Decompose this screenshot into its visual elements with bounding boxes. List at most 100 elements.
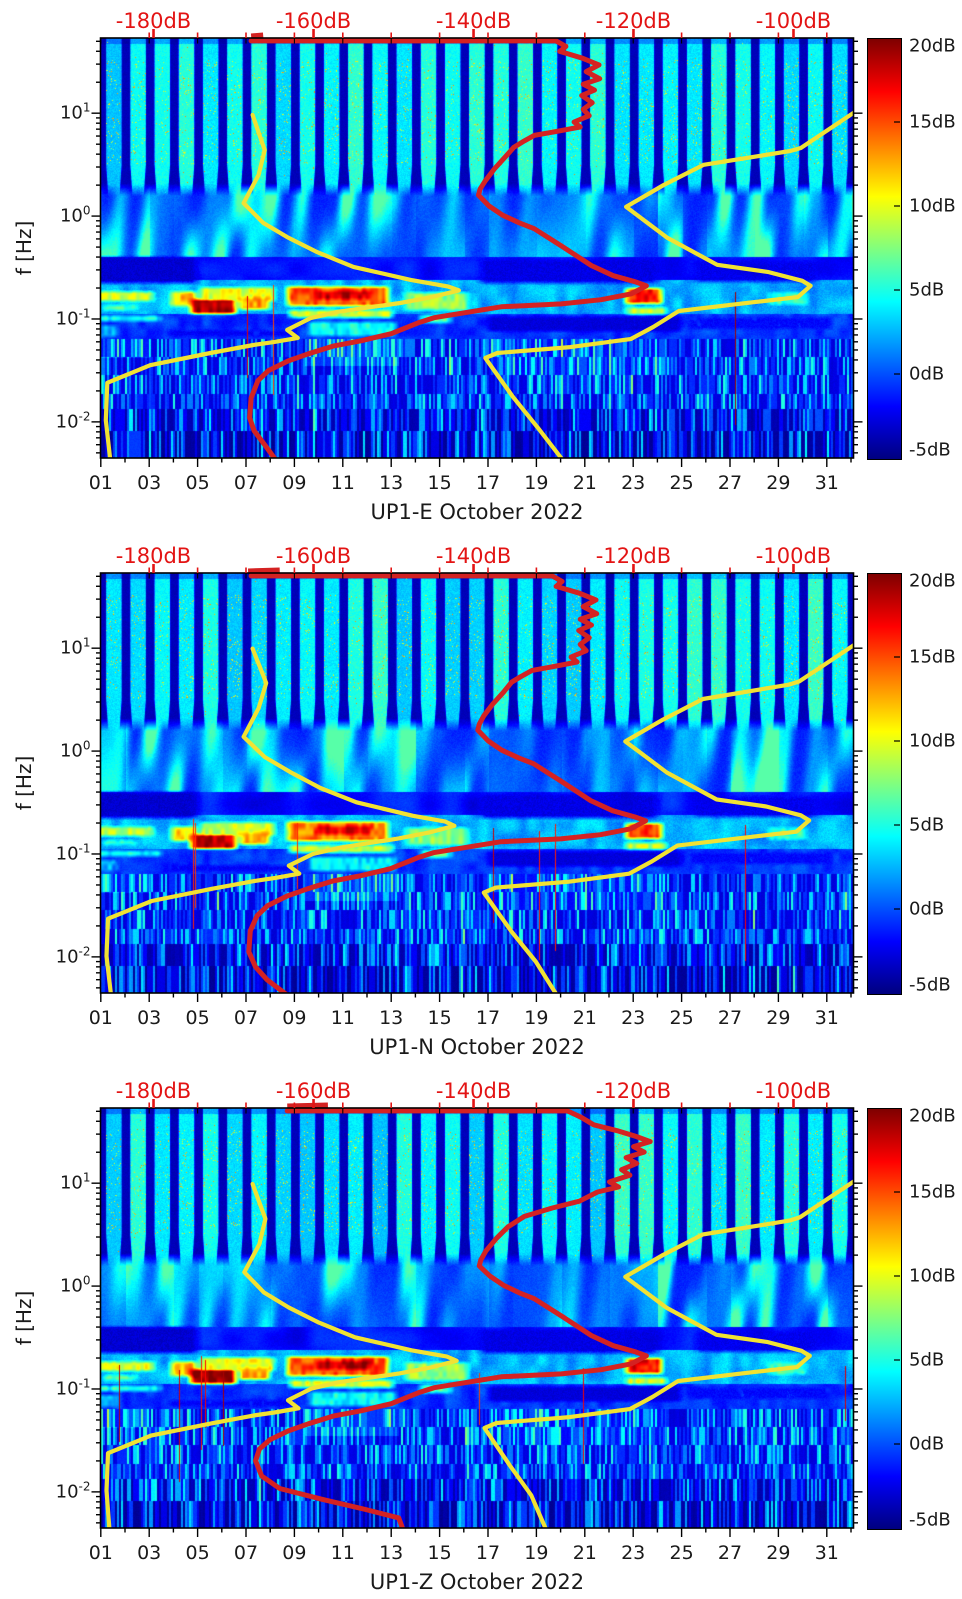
y-tick-exponent: 0 <box>82 203 91 218</box>
spectrogram-panel-up1-z: -180dB -160dB -140dB -120dB -100dB 101 100 10-1… <box>0 1070 962 1599</box>
y-tick-exponent: -1 <box>78 841 91 856</box>
colorbar-label: 15dB <box>909 111 956 133</box>
y-tick-exponent: -1 <box>78 306 91 321</box>
top-axis-db-label: -160dB <box>275 1079 352 1103</box>
x-tick-label: 07 <box>233 1542 259 1564</box>
top-axis-db-label: -120dB <box>595 544 672 568</box>
y-tick-exponent: 1 <box>82 100 91 115</box>
top-axis-db-label: -100dB <box>755 1079 832 1103</box>
x-tick-label: 03 <box>137 1007 162 1029</box>
y-tick-exponent: -2 <box>78 1479 91 1494</box>
top-axis-db-label: -120dB <box>595 1079 672 1103</box>
top-axis-db-label: -140dB <box>435 1079 512 1103</box>
colorbar-label: 15dB <box>909 1181 956 1203</box>
x-tick-label: 03 <box>137 1542 162 1564</box>
top-axis-db-label: -140dB <box>435 9 512 33</box>
y-tick-exponent: -2 <box>78 409 91 424</box>
x-tick-label: 19 <box>524 1542 549 1564</box>
y-axis-label: f [Hz] <box>12 755 36 811</box>
y-tick-exponent: -1 <box>78 1376 91 1391</box>
y-tick-base: 10 <box>55 843 79 865</box>
x-tick-label: 29 <box>766 472 791 494</box>
top-axis-db-label: -160dB <box>275 544 352 568</box>
y-tick-exponent: 1 <box>82 635 91 650</box>
colorbar-label: 20dB <box>909 1105 956 1127</box>
x-tick-label: 21 <box>572 472 597 494</box>
panel-title: UP1-Z October 2022 <box>369 1570 585 1594</box>
y-tick-exponent: 0 <box>82 1273 91 1288</box>
colorbar-label: 5dB <box>909 814 945 836</box>
x-tick-label: 05 <box>185 1542 210 1564</box>
colorbar-label: 10dB <box>909 730 956 752</box>
top-axis-db-label: -180dB <box>115 544 192 568</box>
x-tick-label: 05 <box>185 1007 210 1029</box>
x-tick-label: 31 <box>814 472 839 494</box>
x-tick-label: 31 <box>814 1542 839 1564</box>
psd-curve-red-bump <box>250 32 264 39</box>
spectrogram-panel-up1-n: -180dB -160dB -140dB -120dB -100dB 101 100 10-1… <box>0 535 962 1070</box>
x-tick-label: 15 <box>427 1542 452 1564</box>
y-tick-base: 10 <box>59 1275 83 1297</box>
y-tick-label: 101 <box>60 636 91 659</box>
y-tick-base: 10 <box>55 1481 79 1503</box>
y-tick-base: 10 <box>59 1172 83 1194</box>
spectrogram-canvas <box>100 38 854 458</box>
top-axis-db-label: -160dB <box>275 9 352 33</box>
y-tick-label: 10-1 <box>56 1377 91 1400</box>
top-axis-db-label: -100dB <box>755 9 832 33</box>
colorbar-label: 10dB <box>909 1265 956 1287</box>
x-tick-label: 29 <box>766 1542 791 1564</box>
x-tick-label: 15 <box>427 472 452 494</box>
x-tick-label: 13 <box>379 1542 404 1564</box>
colorbar-label: -5dB <box>909 1509 951 1531</box>
top-axis-db-label: -120dB <box>595 9 672 33</box>
y-tick-exponent: 1 <box>82 1170 91 1185</box>
x-tick-label: 21 <box>572 1542 597 1564</box>
y-tick-label: 10-2 <box>56 944 91 967</box>
colorbar-label: 15dB <box>909 646 956 668</box>
x-tick-label: 01 <box>88 1542 113 1564</box>
x-tick-label: 25 <box>669 472 694 494</box>
top-axis-db-label: -100dB <box>755 544 832 568</box>
y-tick-label: 10-2 <box>56 1479 91 1502</box>
x-tick-label: 23 <box>621 472 646 494</box>
psd-curve-red-bump <box>287 1102 328 1109</box>
x-tick-label: 15 <box>427 1007 452 1029</box>
y-tick-base: 10 <box>59 740 83 762</box>
x-tick-label: 27 <box>717 1007 743 1029</box>
top-axis-db-label: -180dB <box>115 1079 192 1103</box>
x-tick-label: 09 <box>282 1542 307 1564</box>
y-tick-base: 10 <box>59 637 83 659</box>
colorbar-label: 5dB <box>909 1349 945 1371</box>
colorbar <box>867 38 902 460</box>
x-tick-label: 31 <box>814 1007 839 1029</box>
y-tick-exponent: -2 <box>78 944 91 959</box>
x-tick-label: 29 <box>766 1007 791 1029</box>
x-tick-label: 11 <box>330 1542 355 1564</box>
x-tick-label: 23 <box>621 1007 646 1029</box>
y-tick-label: 10-2 <box>56 409 91 432</box>
spectrogram-canvas <box>100 1108 854 1528</box>
x-tick-label: 01 <box>88 472 113 494</box>
colorbar-label: -5dB <box>909 974 951 996</box>
x-tick-label: 17 <box>475 1542 501 1564</box>
x-tick-label: 23 <box>621 1542 646 1564</box>
colorbar-label: 5dB <box>909 279 945 301</box>
colorbar-label: 10dB <box>909 195 956 217</box>
x-tick-label: 05 <box>185 472 210 494</box>
y-axis-label: f [Hz] <box>12 1290 36 1346</box>
x-tick-label: 17 <box>475 1007 501 1029</box>
y-tick-label: 101 <box>60 1171 91 1194</box>
y-tick-exponent: 0 <box>82 738 91 753</box>
y-tick-label: 101 <box>60 101 91 124</box>
x-tick-label: 25 <box>669 1542 694 1564</box>
y-tick-label: 100 <box>60 1274 91 1297</box>
y-axis-label: f [Hz] <box>12 220 36 276</box>
x-tick-label: 09 <box>282 1007 307 1029</box>
colorbar-label: -5dB <box>909 439 951 461</box>
colorbar-label: 20dB <box>909 570 956 592</box>
x-tick-label: 25 <box>669 1007 694 1029</box>
y-tick-base: 10 <box>59 102 83 124</box>
x-tick-label: 11 <box>330 1007 355 1029</box>
